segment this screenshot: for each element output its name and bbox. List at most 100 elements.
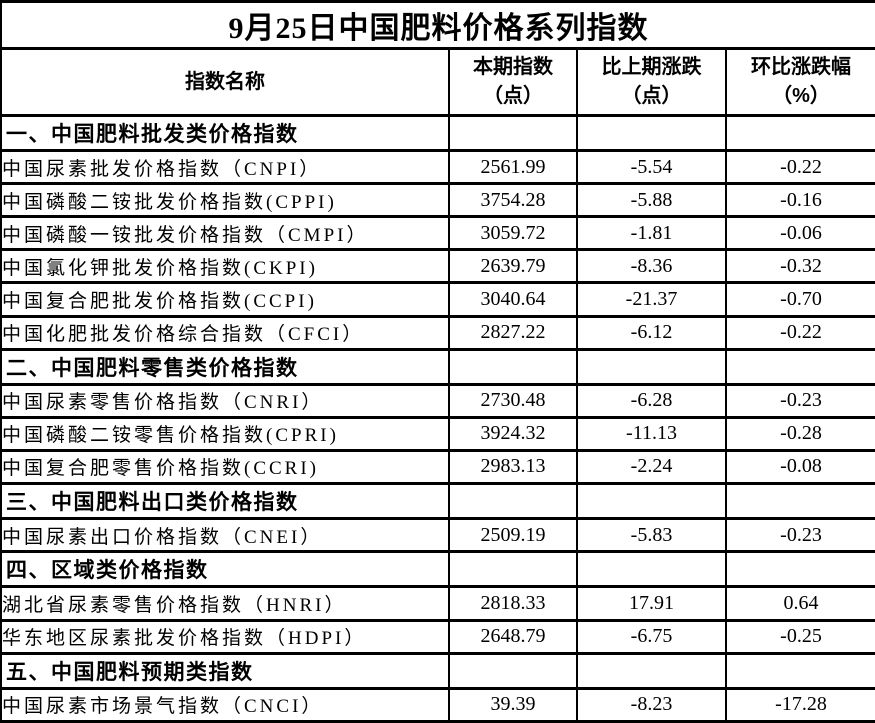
pct-change-cell (725, 651, 875, 690)
pct-change-cell (725, 481, 875, 521)
change-vs-last-cell (576, 550, 727, 589)
index-name-cell: 五、中国肥料预期类指数 (0, 651, 450, 690)
pct-change-cell: -0.22 (725, 314, 875, 351)
index-name-cell: 中国复合肥批发价格指数(CCPI) (0, 281, 450, 318)
current-index-cell (448, 651, 578, 690)
change-vs-last-cell: -6.28 (576, 382, 727, 419)
table-row: 湖北省尿素零售价格指数（HNRI） 2818.33 17.91 0.64 (0, 585, 875, 622)
index-name-cell: 中国尿素零售价格指数（CNRI） (0, 382, 450, 419)
current-index-cell: 2818.33 (448, 585, 578, 622)
table-row: 中国尿素批发价格指数（CNPI） 2561.99 -5.54 -0.22 (0, 149, 875, 186)
pct-change-cell (725, 347, 875, 386)
pct-change-cell: -0.16 (725, 182, 875, 219)
current-index-cell: 3059.72 (448, 215, 578, 252)
current-index-cell (448, 550, 578, 589)
change-vs-last-cell (576, 347, 727, 386)
pct-change-cell: -0.32 (725, 248, 875, 285)
table-body: 一、中国肥料批发类价格指数 中国尿素批发价格指数（CNPI） 2561.99 -5.5… (0, 113, 875, 723)
current-index-cell: 2561.99 (448, 149, 578, 186)
pct-change-cell: 0.64 (725, 585, 875, 622)
index-name-cell: 中国氯化钾批发价格指数(CKPI) (0, 248, 450, 285)
table-row: 中国磷酸二铵零售价格指数(CPRI) 3924.32 -11.13 -0.28 (0, 415, 875, 452)
pct-change-cell: -0.22 (725, 149, 875, 186)
section-header-row: 一、中国肥料批发类价格指数 (0, 113, 875, 153)
index-name-cell: 中国复合肥零售价格指数(CCRI) (0, 448, 450, 485)
current-index-cell: 2983.13 (448, 448, 578, 485)
column-header-unit: （点） (483, 85, 543, 107)
index-name-cell: 中国化肥批发价格综合指数（CFCI） (0, 314, 450, 351)
pct-change-cell: -0.70 (725, 281, 875, 318)
section-header-row: 二、中国肥料零售类价格指数 (0, 347, 875, 386)
pct-change-cell: -17.28 (725, 686, 875, 723)
table-row: 中国尿素出口价格指数（CNEI） 2509.19 -5.83 -0.23 (0, 517, 875, 554)
current-index-cell: 2648.79 (448, 618, 578, 655)
column-header-label: 比上期涨跌 (601, 56, 702, 78)
change-vs-last-cell: -5.54 (576, 149, 727, 186)
column-header-unit: （%） (772, 85, 830, 107)
current-index-cell: 3040.64 (448, 281, 578, 318)
table-head: 9月25日中国肥料价格系列指数 指数名称 本期指数 （点） 比上期涨跌 （点） … (0, 0, 875, 117)
pct-change-cell: -0.25 (725, 618, 875, 655)
change-vs-last-cell: -8.36 (576, 248, 727, 285)
section-header-row: 四、区域类价格指数 (0, 550, 875, 589)
pct-change-cell: -0.28 (725, 415, 875, 452)
index-name-cell: 华东地区尿素批发价格指数（HDPI） (0, 618, 450, 655)
change-vs-last-cell: -5.88 (576, 182, 727, 219)
current-index-cell: 2639.79 (448, 248, 578, 285)
current-index-cell (448, 113, 578, 153)
table-row: 华东地区尿素批发价格指数（HDPI） 2648.79 -6.75 -0.25 (0, 618, 875, 655)
column-header-current-index: 本期指数 （点） (448, 47, 578, 117)
index-name-cell: 中国尿素出口价格指数（CNEI） (0, 517, 450, 554)
index-name-cell: 中国尿素市场景气指数（CNCI） (0, 686, 450, 723)
current-index-cell (448, 347, 578, 386)
table-row: 中国磷酸二铵批发价格指数(CPPI) 3754.28 -5.88 -0.16 (0, 182, 875, 219)
change-vs-last-cell (576, 651, 727, 690)
current-index-cell: 2730.48 (448, 382, 578, 419)
index-name-cell: 一、中国肥料批发类价格指数 (0, 113, 450, 153)
pct-change-cell (725, 550, 875, 589)
index-name-cell: 中国尿素批发价格指数（CNPI） (0, 149, 450, 186)
current-index-cell: 3754.28 (448, 182, 578, 219)
index-name-cell: 二、中国肥料零售类价格指数 (0, 347, 450, 386)
current-index-cell (448, 481, 578, 521)
current-index-cell: 3924.32 (448, 415, 578, 452)
column-header-label: 环比涨跌幅 (751, 56, 851, 78)
pct-change-cell (725, 113, 875, 153)
table-row: 中国氯化钾批发价格指数(CKPI) 2639.79 -8.36 -0.32 (0, 248, 875, 285)
change-vs-last-cell (576, 481, 727, 521)
table-row: 中国尿素市场景气指数（CNCI） 39.39 -8.23 -17.28 (0, 686, 875, 723)
change-vs-last-cell: -6.12 (576, 314, 727, 351)
change-vs-last-cell: 17.91 (576, 585, 727, 622)
index-name-cell: 四、区域类价格指数 (0, 550, 450, 589)
change-vs-last-cell: -6.75 (576, 618, 727, 655)
pct-change-cell: -0.23 (725, 517, 875, 554)
index-name-cell: 中国磷酸二铵批发价格指数(CPPI) (0, 182, 450, 219)
index-name-cell: 中国磷酸一铵批发价格指数（CMPI） (0, 215, 450, 252)
change-vs-last-cell: -11.13 (576, 415, 727, 452)
section-header-row: 三、中国肥料出口类价格指数 (0, 481, 875, 521)
page-title: 9月25日中国肥料价格系列指数 (0, 0, 875, 50)
column-header-row: 指数名称 本期指数 （点） 比上期涨跌 （点） 环比涨跌幅 （%） (0, 47, 875, 117)
pct-change-cell: -0.23 (725, 382, 875, 419)
current-index-cell: 2509.19 (448, 517, 578, 554)
title-row: 9月25日中国肥料价格系列指数 (0, 0, 875, 50)
change-vs-last-cell: -21.37 (576, 281, 727, 318)
pct-change-cell: -0.08 (725, 448, 875, 485)
pct-change-cell: -0.06 (725, 215, 875, 252)
column-header-index-name: 指数名称 (0, 47, 450, 117)
current-index-cell: 2827.22 (448, 314, 578, 351)
current-index-cell: 39.39 (448, 686, 578, 723)
table-row: 中国复合肥零售价格指数(CCRI) 2983.13 -2.24 -0.08 (0, 448, 875, 485)
index-name-cell: 中国磷酸二铵零售价格指数(CPRI) (0, 415, 450, 452)
index-name-cell: 三、中国肥料出口类价格指数 (0, 481, 450, 521)
table-row: 中国复合肥批发价格指数(CCPI) 3040.64 -21.37 -0.70 (0, 281, 875, 318)
change-vs-last-cell: -2.24 (576, 448, 727, 485)
section-header-row: 五、中国肥料预期类指数 (0, 651, 875, 690)
column-header-label: 指数名称 (185, 70, 265, 93)
change-vs-last-cell: -8.23 (576, 686, 727, 723)
change-vs-last-cell: -5.83 (576, 517, 727, 554)
column-header-unit: （点） (621, 85, 682, 107)
change-vs-last-cell: -1.81 (576, 215, 727, 252)
column-header-change-vs-last: 比上期涨跌 （点） (576, 47, 727, 117)
